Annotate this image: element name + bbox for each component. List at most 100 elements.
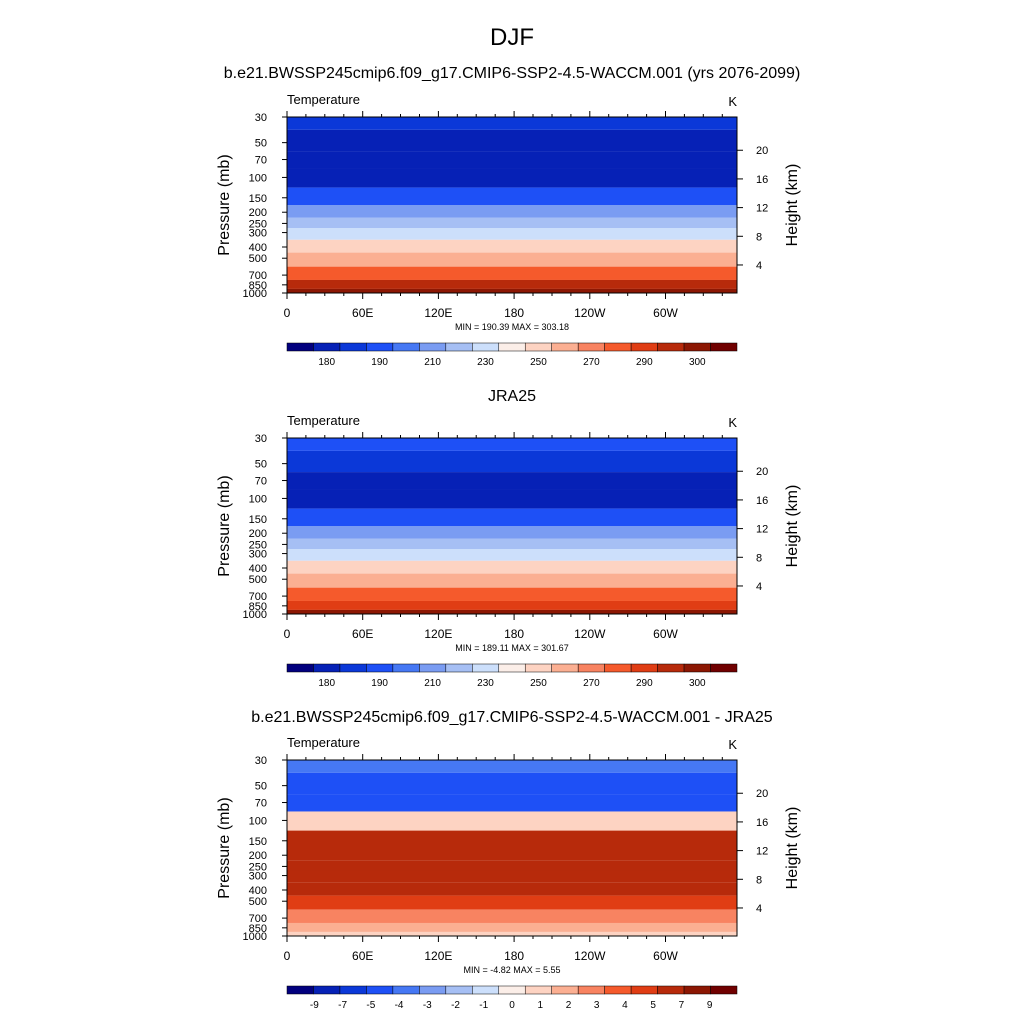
colorbar-swatch bbox=[286, 985, 314, 995]
colorbar-swatch bbox=[445, 663, 473, 673]
contour-band bbox=[287, 151, 737, 169]
colorbar-swatch bbox=[604, 342, 632, 352]
y-tick-label: 30 bbox=[255, 112, 267, 124]
contour-band bbox=[287, 772, 737, 795]
y-tick-label: 50 bbox=[255, 459, 267, 471]
colorbar-swatch bbox=[551, 342, 579, 352]
colorbar-swatch bbox=[339, 663, 367, 673]
colorbar-swatch bbox=[630, 985, 658, 995]
x-tick-label: 60W bbox=[653, 306, 678, 320]
contour-band bbox=[287, 489, 737, 509]
y-tick-label: 150 bbox=[249, 514, 267, 526]
x-tick-label: 60E bbox=[352, 627, 373, 641]
y-right-tick-label: 12 bbox=[756, 524, 768, 536]
panel-units-label: K bbox=[728, 415, 737, 430]
contour-band bbox=[287, 922, 737, 932]
colorbar-label: 250 bbox=[530, 357, 547, 368]
chart-panel-2: JRA25 Temperature K 0 60E 120E 180 120W 60W 30 50 7… bbox=[216, 388, 801, 689]
contour-band bbox=[287, 931, 737, 936]
colorbar-swatch bbox=[683, 985, 711, 995]
contour-band bbox=[287, 438, 737, 451]
colorbar-label: -9 bbox=[310, 1000, 319, 1011]
colorbar-swatch bbox=[577, 663, 605, 673]
colorbar-swatch bbox=[683, 342, 711, 352]
contour-band bbox=[287, 217, 737, 228]
colorbar-swatch bbox=[657, 985, 685, 995]
contour-band bbox=[287, 609, 737, 614]
colorbar-swatch bbox=[313, 663, 341, 673]
colorbar-label: 2 bbox=[566, 1000, 572, 1011]
contour-band bbox=[287, 600, 737, 610]
contour-band bbox=[287, 508, 737, 526]
colorbar-label: -7 bbox=[338, 1000, 347, 1011]
y-tick-label: 850 bbox=[249, 601, 267, 613]
contour-band bbox=[287, 538, 737, 549]
colorbar-swatch bbox=[339, 985, 367, 995]
contour-band bbox=[287, 882, 737, 896]
colorbar-swatch bbox=[472, 342, 500, 352]
y-tick-label: 700 bbox=[249, 591, 267, 603]
colorbar-label: 250 bbox=[530, 678, 547, 689]
y-tick-label: 250 bbox=[249, 218, 267, 230]
y-tick-label: 200 bbox=[249, 207, 267, 219]
y-right-tick-label: 8 bbox=[756, 552, 762, 564]
y-tick-label: 250 bbox=[249, 861, 267, 873]
stats-label: MIN = -4.82 MAX = 5.55 bbox=[463, 965, 560, 975]
y-tick-label: 500 bbox=[249, 896, 267, 908]
colorbar-label: 230 bbox=[477, 357, 494, 368]
y-tick-label: 30 bbox=[255, 433, 267, 445]
colorbar-swatch bbox=[286, 663, 314, 673]
panel-units-label: K bbox=[728, 737, 737, 752]
colorbar-swatch bbox=[551, 985, 579, 995]
colorbar-swatch bbox=[313, 985, 341, 995]
contour-band bbox=[287, 450, 737, 473]
x-tick-label: 120W bbox=[574, 949, 606, 963]
y-tick-label: 850 bbox=[249, 280, 267, 292]
y-right-tick-label: 16 bbox=[756, 495, 768, 507]
colorbar-swatch bbox=[524, 985, 552, 995]
contour-band bbox=[287, 472, 737, 490]
colorbar-label: 290 bbox=[636, 357, 653, 368]
x-tick-label: 60W bbox=[653, 627, 678, 641]
y-axis-title: Pressure (mb) bbox=[216, 154, 233, 255]
colorbar-label: -1 bbox=[479, 1000, 488, 1011]
plot-frame bbox=[286, 116, 738, 294]
y-tick-label: 300 bbox=[249, 549, 267, 561]
colorbar-swatch bbox=[286, 342, 314, 352]
colorbar-label: -3 bbox=[423, 1000, 432, 1011]
colorbar-swatch bbox=[366, 985, 394, 995]
panel-variable-label: Temperature bbox=[287, 92, 360, 107]
panel-title: b.e21.BWSSP245cmip6.f09_g17.CMIP6-SSP2-4… bbox=[224, 65, 801, 82]
colorbar-label: 190 bbox=[371, 678, 388, 689]
y-tick-label: 50 bbox=[255, 781, 267, 793]
y-tick-label: 100 bbox=[249, 493, 267, 505]
colorbar-swatch bbox=[657, 342, 685, 352]
colorbar-label: 190 bbox=[371, 357, 388, 368]
contour-band bbox=[287, 573, 737, 588]
contour-band bbox=[287, 830, 737, 848]
y-right-tick-label: 16 bbox=[756, 817, 768, 829]
x-tick-label: 180 bbox=[504, 627, 524, 641]
colorbar-swatch bbox=[366, 342, 394, 352]
colorbar-swatch bbox=[419, 342, 447, 352]
colorbar-swatch bbox=[392, 663, 420, 673]
y-tick-label: 500 bbox=[249, 253, 267, 265]
x-tick-label: 120E bbox=[424, 306, 452, 320]
colorbar-swatch bbox=[657, 663, 685, 673]
y-tick-label: 300 bbox=[249, 228, 267, 240]
colorbar-swatch bbox=[498, 985, 526, 995]
x-tick-label: 60E bbox=[352, 306, 373, 320]
x-tick-label: 180 bbox=[504, 306, 524, 320]
colorbar-swatch bbox=[630, 342, 658, 352]
colorbar: 180 190 210 230 250 270 290 300 bbox=[286, 663, 738, 689]
colorbar-swatch bbox=[498, 663, 526, 673]
x-tick-label: 60E bbox=[352, 949, 373, 963]
colorbar-swatch bbox=[683, 663, 711, 673]
colorbar-swatch bbox=[630, 663, 658, 673]
colorbar-swatch bbox=[339, 342, 367, 352]
contour-band bbox=[287, 117, 737, 130]
contour-band bbox=[287, 870, 737, 883]
panels: b.e21.BWSSP245cmip6.f09_g17.CMIP6-SSP2-4… bbox=[216, 65, 801, 1011]
contour-band bbox=[287, 587, 737, 601]
